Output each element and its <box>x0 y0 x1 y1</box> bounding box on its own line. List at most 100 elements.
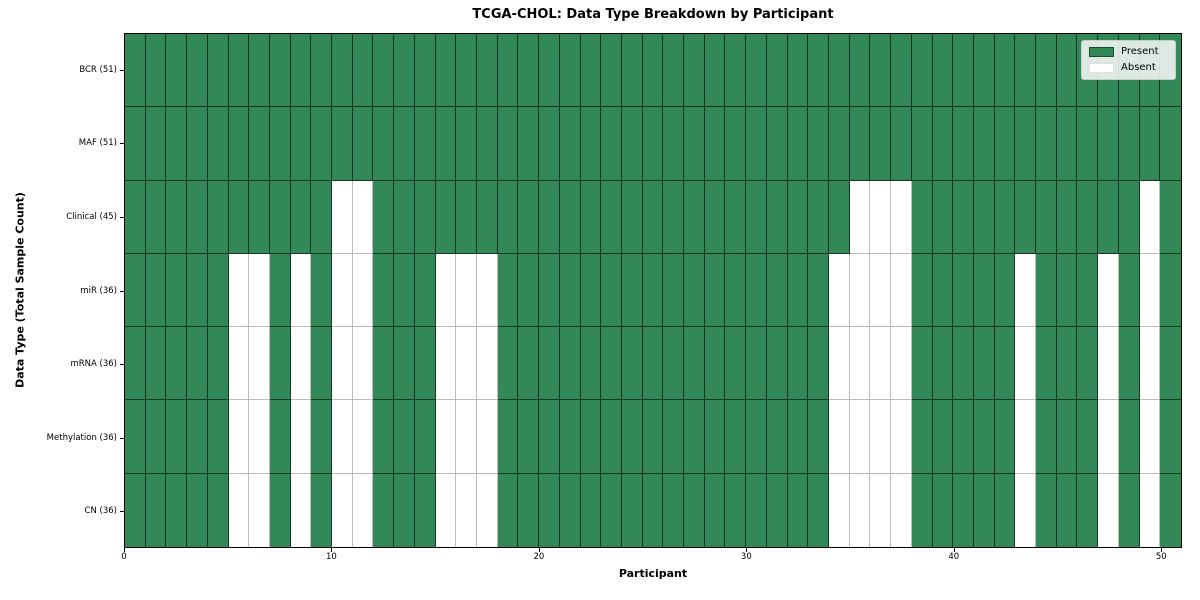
matrix-cell <box>1160 473 1181 547</box>
present-swatch <box>1089 47 1114 57</box>
matrix-cell <box>580 253 602 328</box>
matrix-cell <box>311 253 333 328</box>
matrix-cell <box>1036 473 1057 547</box>
matrix-cell <box>1015 400 1037 474</box>
matrix-cell <box>953 327 974 401</box>
matrix-cell <box>125 107 146 181</box>
matrix-cell <box>808 327 829 401</box>
matrix-cell <box>373 473 395 547</box>
matrix-cell <box>973 107 995 181</box>
matrix-cell <box>352 34 374 108</box>
matrix-cell <box>870 107 892 181</box>
matrix-cell <box>787 473 809 547</box>
matrix-cell <box>373 400 395 474</box>
matrix-cell <box>456 180 477 254</box>
matrix-cell <box>787 327 809 401</box>
matrix-cell <box>932 253 954 328</box>
matrix-cell <box>394 107 415 181</box>
matrix-cell <box>580 107 602 181</box>
matrix-cell <box>973 473 995 547</box>
matrix-cell <box>787 253 809 328</box>
matrix-cell <box>870 34 892 108</box>
matrix-cell <box>1015 253 1037 328</box>
matrix-cell <box>580 34 602 108</box>
matrix-cell <box>352 107 374 181</box>
matrix-cell <box>973 34 995 108</box>
matrix-cell <box>249 253 270 328</box>
matrix-cell <box>704 400 726 474</box>
matrix-cell <box>125 400 146 474</box>
matrix-cell <box>1077 107 1099 181</box>
matrix-cell <box>207 327 229 401</box>
y-tick-label: BCR (51) <box>79 64 117 75</box>
matrix-cell <box>1118 180 1140 254</box>
matrix-cell <box>1139 180 1161 254</box>
matrix-cell <box>1036 34 1057 108</box>
matrix-cell <box>1015 180 1037 254</box>
matrix-cell <box>373 34 395 108</box>
matrix-cell <box>414 400 436 474</box>
matrix-cell <box>621 180 643 254</box>
matrix-cell <box>746 400 767 474</box>
matrix-cell <box>290 327 312 401</box>
matrix-cell <box>704 253 726 328</box>
plot-area <box>124 33 1182 548</box>
matrix-cell <box>932 473 954 547</box>
matrix-cell <box>684 327 705 401</box>
matrix-cell <box>1056 327 1078 401</box>
matrix-cell <box>1139 473 1161 547</box>
matrix-cell <box>580 180 602 254</box>
matrix-cell <box>394 253 415 328</box>
y-tick-label: CN (36) <box>84 506 117 517</box>
matrix-cell <box>601 253 622 328</box>
matrix-cell <box>311 327 333 401</box>
matrix-cell <box>477 327 498 401</box>
matrix-cell <box>539 473 560 547</box>
matrix-cell <box>1098 180 1119 254</box>
matrix-cell <box>145 180 167 254</box>
matrix-cell <box>166 34 188 108</box>
matrix-cell <box>497 327 519 401</box>
matrix-cell <box>518 400 540 474</box>
matrix-cell <box>663 107 685 181</box>
matrix-cell <box>269 327 291 401</box>
matrix-cell <box>580 327 602 401</box>
matrix-cell <box>352 400 374 474</box>
matrix-cell <box>559 180 581 254</box>
matrix-cell <box>725 180 747 254</box>
matrix-cell <box>1098 473 1119 547</box>
matrix-cell <box>249 107 270 181</box>
matrix-cell <box>849 253 871 328</box>
matrix-cell <box>663 180 685 254</box>
matrix-cell <box>1036 253 1057 328</box>
matrix-cell <box>518 473 540 547</box>
matrix-cell <box>1036 107 1057 181</box>
matrix-cell <box>228 327 250 401</box>
x-tick-mark <box>124 548 125 552</box>
matrix-cell <box>704 327 726 401</box>
matrix-cell <box>704 180 726 254</box>
matrix-cell <box>829 180 850 254</box>
x-tick-mark <box>953 548 955 552</box>
matrix-cell <box>1139 107 1161 181</box>
matrix-cell <box>1098 327 1119 401</box>
matrix-cell <box>228 34 250 108</box>
matrix-cell <box>601 400 622 474</box>
matrix-cell <box>394 327 415 401</box>
matrix-cell <box>187 327 208 401</box>
matrix-cell <box>704 34 726 108</box>
matrix-cell <box>414 107 436 181</box>
matrix-cell <box>870 253 892 328</box>
matrix-cell <box>207 107 229 181</box>
matrix-cell <box>1160 400 1181 474</box>
matrix-cell <box>311 180 333 254</box>
matrix-cell <box>394 400 415 474</box>
matrix-cell <box>145 107 167 181</box>
matrix-cell <box>725 400 747 474</box>
matrix-cell <box>766 327 788 401</box>
matrix-cell <box>125 253 146 328</box>
matrix-cell <box>228 400 250 474</box>
matrix-cell <box>269 180 291 254</box>
matrix-cell <box>228 107 250 181</box>
